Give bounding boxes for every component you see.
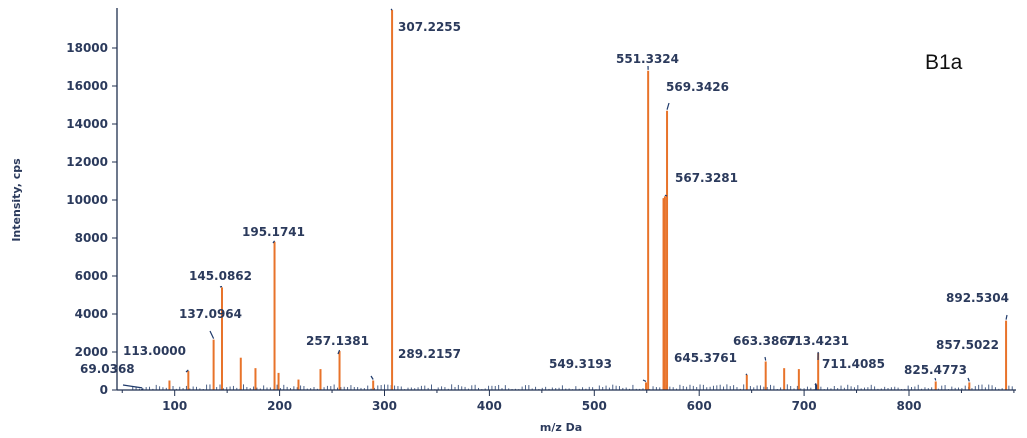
peak-label: 69.0368 [80,362,135,376]
peak-label: 113.0000 [123,344,186,358]
noise-peaks [132,384,1013,390]
x-tick-label: 700 [792,399,817,413]
peak-label: 549.3193 [549,357,612,371]
peak-label-leader [814,382,817,386]
peak-label: 137.0964 [179,307,242,321]
peak-labels: 69.0368 113.0000 137.0964 145.0862 195.1741 2… [80,8,1009,389]
peak-label: 567.3281 [675,171,738,185]
panel-label: B1a [925,51,963,74]
y-tick-label: 8000 [75,231,108,245]
x-tick-label: 400 [477,399,502,413]
peak-label-leader [272,240,276,244]
peak-label: 307.2255 [398,20,461,34]
peak-label: 857.5022 [936,338,999,352]
peak-label: 551.3324 [616,52,679,66]
x-tick-label: 600 [687,399,712,413]
x-tick-label: 200 [267,399,292,413]
peak-label: 257.1381 [306,334,369,348]
peak-label-leader [666,102,670,110]
y-tick-label: 6000 [75,269,108,283]
y-tick-label: 18000 [66,41,108,55]
peak-label: 289.2157 [398,347,461,361]
peak-label: 145.0862 [189,269,252,283]
peak-label: 645.3761 [674,351,737,365]
peak-label-leader [642,379,647,382]
axes [116,8,1016,391]
peak-label-leader [664,194,668,197]
peak-label-leader [745,373,748,376]
x-axis-label: m/z Da [540,421,582,434]
peak-label-leader [219,285,223,288]
y-tick-label: 2000 [75,345,108,359]
peak-label: 892.5304 [946,291,1009,305]
peak-label: 195.1741 [242,225,305,239]
peak-label: 711.4085 [822,357,885,371]
peak-label-leader [370,375,374,380]
peak-label: 663.3867 [733,334,796,348]
y-tick-label: 0 [100,383,108,397]
peak-label-leader [1005,314,1008,320]
axis-ticks: 0 2000 4000 6000 8000 10000 12000 14000 16000 180… [66,41,1015,413]
peak-label-leader [185,369,189,373]
peak-label-leader [764,356,767,361]
x-tick-label: 500 [582,399,607,413]
y-tick-label: 12000 [66,155,108,169]
y-axis-label: Intensity, cps [10,158,23,242]
peak-label: 825.4773 [904,363,967,377]
peak-label: 569.3426 [666,80,729,94]
peak-label-leader [337,349,341,355]
y-tick-label: 16000 [66,79,108,93]
x-tick-label: 100 [162,399,187,413]
peak-label-leader [390,8,393,11]
x-tick-label: 800 [896,399,921,413]
y-tick-label: 14000 [66,117,108,131]
y-tick-label: 10000 [66,193,108,207]
peak-label: 713.4231 [786,334,849,348]
y-tick-label: 4000 [75,307,108,321]
peak-label-leader [934,377,937,381]
peak-label-leader [122,384,143,389]
peak-bars [141,10,1008,390]
peak-label-leader [967,377,970,382]
x-tick-label: 300 [372,399,397,413]
peak-label-leader [209,330,215,339]
